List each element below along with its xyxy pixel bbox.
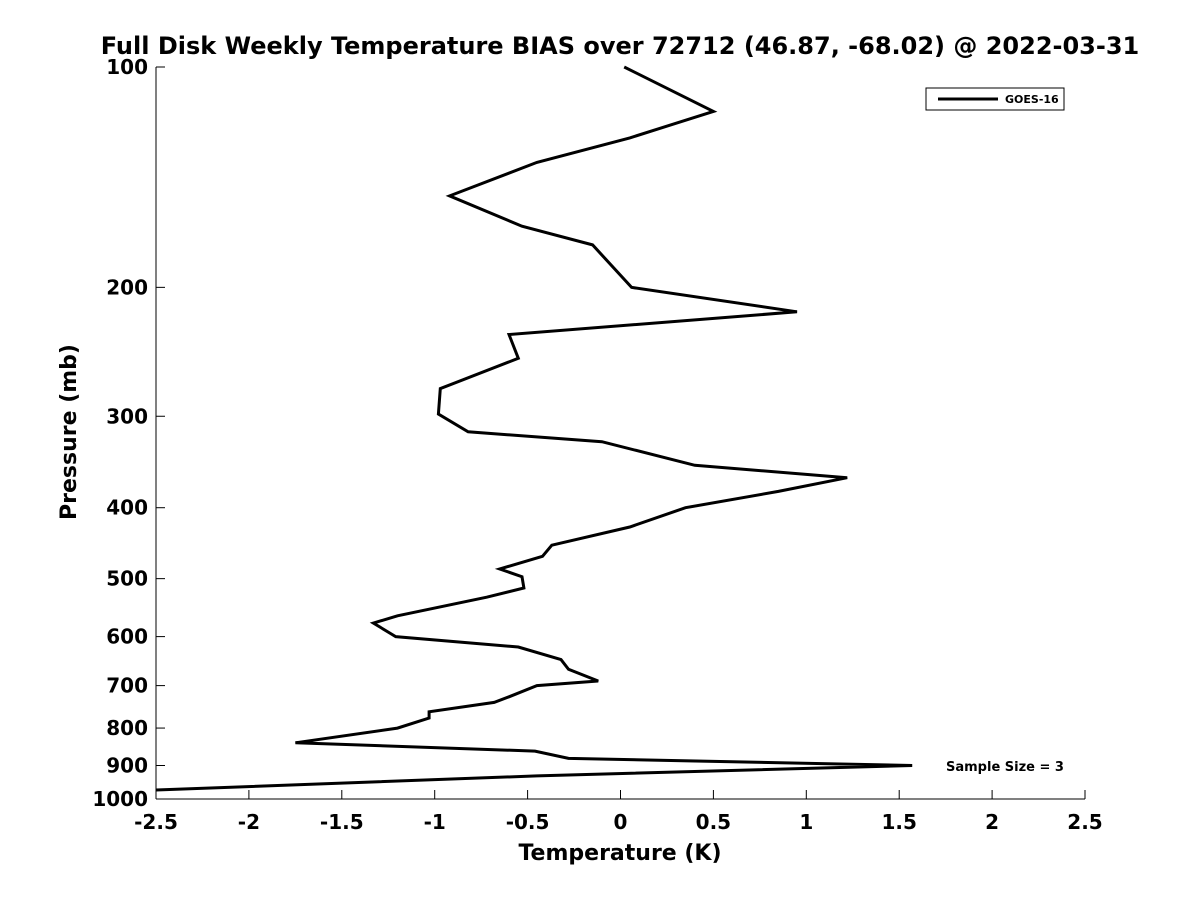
x-tick-label: 2.5: [1067, 810, 1102, 834]
x-axis-ticks: -2.5 -2 -1.5 -1 -0.5 0 0.5 1 1.5 2 2.5: [134, 790, 1103, 834]
y-tick-label: 1000: [92, 787, 148, 811]
y-axis-ticks: 100 200 300 400 500 600 700 800 900 1000: [92, 55, 165, 811]
y-tick-label: 800: [106, 716, 148, 740]
y-tick-label: 200: [106, 275, 148, 299]
legend-entry: GOES-16: [1005, 93, 1059, 106]
series-layer: [155, 65, 913, 792]
x-tick-label: 2: [985, 810, 999, 834]
x-tick-label: -2: [238, 810, 260, 834]
sample-size-annotation: Sample Size = 3: [946, 760, 1064, 775]
x-tick-label: 0.5: [696, 810, 731, 834]
series-line-goes-16: [155, 65, 913, 792]
y-tick-label: 300: [106, 404, 148, 428]
x-tick-label: 1.5: [881, 810, 916, 834]
y-tick-label: 600: [106, 625, 148, 649]
y-tick-label: 500: [106, 567, 148, 591]
y-axis-label: Pressure (mb): [57, 344, 82, 520]
x-tick-label: -1.5: [320, 810, 364, 834]
x-tick-label: -2.5: [134, 810, 178, 834]
x-tick-label: 0: [614, 810, 628, 834]
y-tick-label: 700: [106, 674, 148, 698]
chart-title: Full Disk Weekly Temperature BIAS over 7…: [101, 32, 1140, 60]
x-tick-label: 1: [799, 810, 813, 834]
y-tick-label: 100: [106, 55, 148, 79]
y-tick-label: 400: [106, 496, 148, 520]
legend: GOES-16: [925, 87, 1065, 111]
x-tick-label: -0.5: [506, 810, 550, 834]
y-tick-label: 900: [106, 754, 148, 778]
x-axis-label: Temperature (K): [518, 841, 721, 866]
x-tick-label: -1: [424, 810, 446, 834]
